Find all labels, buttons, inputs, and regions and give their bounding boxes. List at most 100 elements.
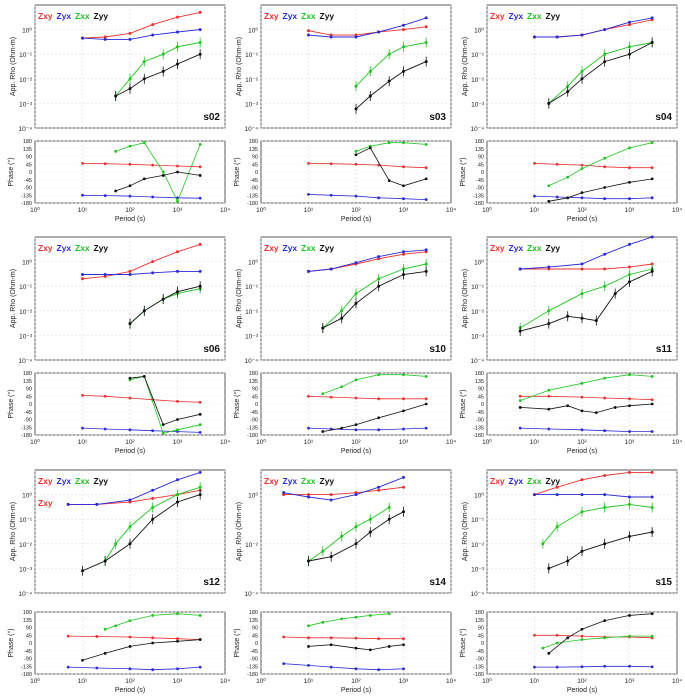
rho-tick-label: 10⁰: [248, 492, 258, 500]
phase-point-zxy: [580, 634, 584, 638]
phase-point-zyy: [354, 423, 358, 427]
phase-curve-zyx: [534, 195, 653, 200]
rho-curve-zxx: [542, 503, 653, 545]
period-tick-label: 10²: [125, 439, 135, 446]
legend-zxy: Zxy: [38, 476, 53, 486]
phase-axis-label: Phase (°): [7, 157, 15, 186]
rho-tick-label: 10⁻²: [245, 542, 259, 549]
phase-curve-zyx: [308, 194, 427, 200]
phase-point-zyy: [424, 177, 428, 181]
phase-point-zxx: [128, 144, 132, 148]
phase-point-zyx: [628, 197, 631, 201]
rho-point-zxx: [424, 40, 428, 44]
rho-point-zxy: [580, 267, 584, 271]
legend-zyy: Zyy: [546, 476, 561, 486]
phase-point-zxy: [555, 162, 559, 166]
rho-point-zyx: [377, 30, 381, 34]
rho-point-zxx: [650, 505, 654, 509]
phase-point-zxy: [176, 400, 179, 403]
period-tick-label: 10⁰: [30, 438, 40, 446]
legend-zxy: Zxy: [264, 11, 279, 21]
rho-point-zyy: [547, 566, 551, 570]
legend-zyx: Zyx: [283, 243, 298, 253]
phase-point-zyx: [424, 198, 428, 201]
rho-point-zyx: [603, 493, 607, 497]
rho-point-zxy: [128, 31, 132, 35]
rho-point-zyy: [402, 510, 405, 514]
phase-point-zyx: [128, 194, 132, 198]
phase-point-zxx: [151, 614, 155, 617]
rho-curve-zyy: [355, 61, 427, 110]
rho-point-zxx: [541, 542, 545, 546]
rho-point-zxx: [151, 505, 155, 509]
phase-tick-label: 90: [478, 626, 484, 632]
legend-zxx: Zxx: [75, 11, 90, 21]
rho-point-zyy: [354, 542, 358, 546]
rho-point-zxy: [628, 23, 631, 27]
phase-point-zxx: [580, 638, 584, 641]
rho-curve-zxy: [82, 11, 201, 39]
rho-point-zyx: [424, 248, 428, 252]
phase-tick-label: 45: [252, 633, 258, 639]
phase-point-zxx: [307, 624, 310, 628]
phase-point-zyy: [580, 627, 584, 631]
phase-point-zyx: [151, 429, 155, 433]
rho-point-zyy: [650, 269, 654, 273]
phase-tick-label: 180: [23, 139, 32, 145]
rho-point-zyx: [580, 493, 584, 497]
phase-point-zyx: [555, 665, 559, 669]
rho-curve-zyy: [520, 270, 653, 332]
rho-point-zyy: [142, 309, 146, 313]
phase-point-zyy: [198, 412, 202, 416]
phase-point-zyy: [650, 177, 654, 181]
phase-point-zyx: [198, 665, 202, 669]
rho-point-zxx: [603, 52, 607, 56]
phase-tick-label: 135: [23, 618, 32, 624]
phase-curve-zyy: [548, 178, 653, 202]
rho-tick-label: 10⁻³: [471, 333, 485, 340]
rho-curve-zxx: [548, 42, 653, 104]
period-tick-label: 10⁴: [672, 439, 682, 446]
rho-point-zyy: [628, 534, 631, 538]
rho-point-zxx: [142, 60, 146, 64]
rho-point-zyx: [580, 262, 584, 266]
rho-point-zyy: [128, 87, 132, 91]
rho-point-zxx: [368, 517, 372, 521]
phase-axis-label: Phase (°): [233, 157, 241, 186]
rho-point-zyx: [533, 35, 536, 39]
rho-point-zyy: [142, 77, 146, 81]
rho-point-zxx: [603, 284, 607, 288]
phase-tick-label: -45: [250, 178, 258, 184]
rho-axis-label: App. Rho (Ohm-m): [462, 502, 469, 561]
rho-tick-label: 10⁻²: [471, 77, 485, 84]
rho-point-zxy: [198, 242, 202, 246]
phase-point-zyy: [603, 619, 607, 623]
phase-point-zxy: [128, 162, 132, 166]
phase-tick-label: -45: [24, 178, 32, 184]
rho-point-zyx: [628, 495, 631, 499]
phase-point-zyx: [518, 426, 522, 430]
rho-tick-label: 10⁻³: [471, 566, 485, 573]
phase-tick-label: -180: [473, 672, 484, 678]
rho-point-zyy: [176, 290, 179, 294]
phase-point-zyx: [580, 665, 584, 669]
rho-axis-label: App. Rho (Ohm-m): [236, 269, 243, 328]
phase-point-zxx: [368, 614, 372, 617]
rho-point-zyx: [128, 37, 132, 41]
phase-point-zyx: [95, 666, 99, 670]
phase-tick-label: 90: [26, 626, 32, 632]
phase-point-zyx: [603, 429, 607, 433]
phase-point-zyy: [566, 196, 570, 200]
phase-point-zyx: [81, 426, 84, 430]
phase-point-zxy: [424, 397, 428, 401]
phase-tick-label: 135: [23, 147, 32, 153]
rho-point-zyy: [387, 517, 391, 521]
rho-curve-zxy: [68, 489, 201, 505]
rho-point-zyx: [402, 250, 405, 254]
period-tick-label: 10⁰: [256, 677, 266, 685]
rho-point-zyy: [402, 69, 405, 73]
phase-curve-zyy: [520, 403, 653, 414]
period-tick-label: 10⁰: [30, 206, 40, 214]
